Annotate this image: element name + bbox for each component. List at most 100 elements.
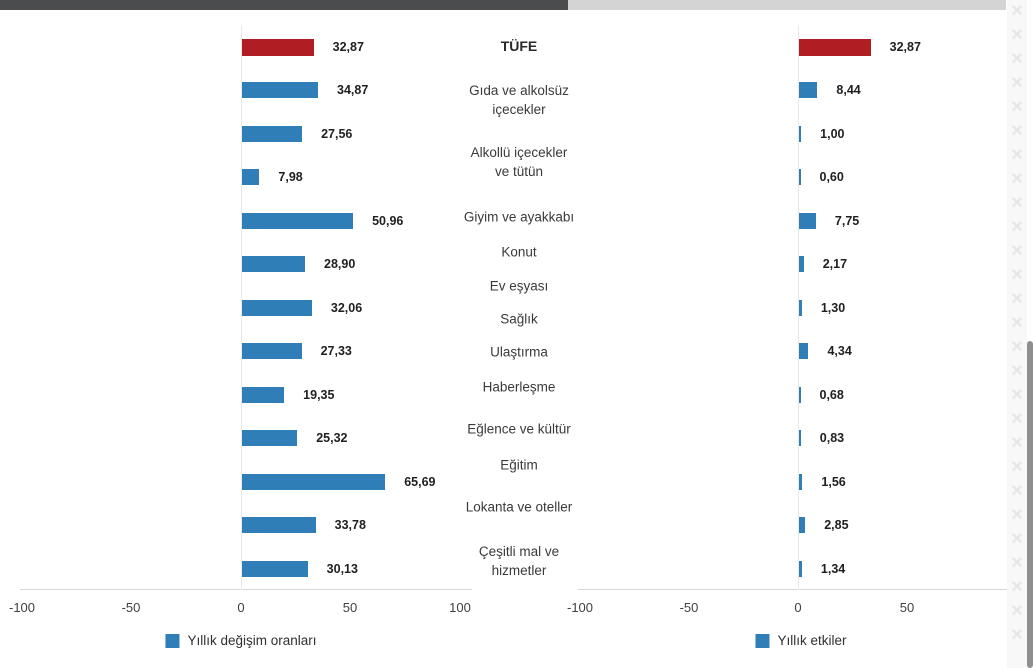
bar-value-label: 50,96: [372, 213, 404, 228]
bar-left-3[interactable]: [242, 169, 260, 186]
bar-right-2[interactable]: [799, 125, 802, 142]
bar-right-8[interactable]: [799, 386, 801, 403]
watermark-x-icon: ✕: [1010, 147, 1024, 164]
bar-value-label: 0,68: [819, 387, 844, 402]
category-label: Ulaştırma: [490, 344, 548, 360]
category-label: Haberleşme: [482, 379, 556, 395]
bar-right-9[interactable]: [799, 430, 801, 447]
category-label: Ev eşyası: [489, 278, 549, 294]
x-tick-label: -50: [121, 600, 141, 615]
x-tick-label: 0: [794, 600, 802, 615]
bar-right-12[interactable]: [799, 560, 802, 577]
bar-value-label: 25,32: [316, 431, 348, 446]
bar-right-5[interactable]: [799, 256, 804, 273]
bar-left-6[interactable]: [242, 299, 312, 316]
legend-right[interactable]: Yıllık etkiler: [755, 633, 847, 648]
bar-value-label: 30,13: [326, 561, 358, 576]
top-progress-bar-light: [568, 0, 1006, 10]
watermark-x-icon: ✕: [1010, 603, 1024, 620]
legend-swatch-icon: [755, 633, 770, 648]
category-label: TÜFE: [500, 38, 538, 55]
bar-value-label: 33,78: [334, 518, 366, 533]
watermark-x-icon: ✕: [1010, 435, 1024, 452]
watermark-x-icon: ✕: [1010, 339, 1024, 356]
category-label: Giyim ve ayakkabı: [463, 209, 575, 225]
watermark-x-icon: ✕: [1010, 219, 1024, 236]
bar-value-label: 34,87: [337, 83, 369, 98]
bar-right-11[interactable]: [799, 517, 806, 534]
bar-left-4[interactable]: [242, 212, 354, 229]
category-label: Konut: [501, 244, 537, 260]
bar-left-9[interactable]: [242, 430, 298, 447]
bar-value-label: 1,56: [821, 474, 846, 489]
watermark-x-icon: ✕: [1010, 171, 1024, 188]
category-label: Çeşitli mal ve hizmetler: [478, 543, 560, 578]
x-tick-label: 100: [449, 600, 471, 615]
bar-right-10[interactable]: [799, 473, 803, 490]
category-label: Eğlence ve kültür: [467, 421, 571, 437]
watermark-x-icon: ✕: [1010, 483, 1024, 500]
watermark-x-icon: ✕: [1010, 291, 1024, 308]
legend-swatch-icon: [165, 633, 180, 648]
bar-right-3[interactable]: [799, 169, 801, 186]
watermark-x-icon: ✕: [1010, 51, 1024, 68]
watermark-x-icon: ✕: [1010, 27, 1024, 44]
bar-left-12[interactable]: [242, 560, 308, 577]
bar-value-label: 1,30: [820, 300, 846, 315]
bar-right-0[interactable]: [799, 38, 871, 56]
category-label: Gıda ve alkolsüz içecekler: [469, 82, 569, 117]
watermark-x-icon: ✕: [1010, 99, 1024, 116]
bar-left-2[interactable]: [242, 125, 303, 142]
watermark-x-icon: ✕: [1010, 243, 1024, 260]
bar-left-10[interactable]: [242, 473, 386, 490]
watermark-x-icon: ✕: [1010, 195, 1024, 212]
category-label: Sağlık: [500, 311, 538, 327]
watermark-x-icon: ✕: [1010, 459, 1024, 476]
watermark-x-icon: ✕: [1010, 387, 1024, 404]
bar-right-1[interactable]: [799, 82, 818, 99]
vertical-scrollbar-thumb[interactable]: [1027, 341, 1033, 668]
bar-left-11[interactable]: [242, 517, 316, 534]
bar-value-label: 32,06: [330, 300, 363, 315]
legend-left-label: Yıllık değişim oranları: [187, 633, 317, 648]
bar-value-label: 8,44: [836, 83, 861, 98]
legend-left[interactable]: Yıllık değişim oranları: [165, 633, 317, 648]
bar-left-8[interactable]: [242, 386, 285, 403]
x-tick-label: 50: [899, 600, 915, 615]
watermark-x-icon: ✕: [1010, 627, 1024, 644]
bar-left-5[interactable]: [242, 256, 305, 273]
bar-right-7[interactable]: [799, 343, 809, 360]
watermark-x-icon: ✕: [1010, 3, 1024, 20]
watermark-x-icon: ✕: [1010, 411, 1024, 428]
x-tick-label: -100: [566, 600, 594, 615]
bar-left-1[interactable]: [242, 82, 319, 99]
watermark-x-icon: ✕: [1010, 363, 1024, 380]
bar-left-7[interactable]: [242, 343, 302, 360]
bar-value-label: 27,56: [321, 126, 353, 141]
bar-value-label: 65,69: [404, 474, 436, 489]
bar-left-0[interactable]: [242, 38, 314, 56]
bar-value-label: 32,87: [332, 40, 364, 54]
watermark-x-icon: ✕: [1010, 507, 1024, 524]
bar-value-label: 7,98: [278, 170, 303, 185]
watermark-x-icon: ✕: [1010, 315, 1024, 332]
bar-value-label: 0,60: [819, 170, 844, 185]
watermark-x-icon: ✕: [1010, 123, 1024, 140]
left-zero-gridline: [241, 25, 242, 590]
left-x-axis-line: [20, 589, 472, 590]
bar-right-4[interactable]: [799, 212, 816, 229]
legend-right-label: Yıllık etkiler: [777, 633, 847, 648]
x-tick-label: -50: [679, 600, 699, 615]
category-label: Alkollü içecekler ve tütün: [470, 144, 568, 179]
bar-right-6[interactable]: [799, 299, 802, 316]
bar-value-label: 0,83: [819, 431, 845, 446]
right-x-axis-line: [578, 589, 1020, 590]
bar-value-label: 27,33: [320, 344, 352, 359]
bar-value-label: 1,00: [820, 126, 845, 141]
bar-value-label: 7,75: [834, 213, 860, 228]
x-tick-label: -100: [8, 600, 36, 615]
edge-watermark-strip: ✕ ✕ ✕ ✕ ✕ ✕ ✕ ✕ ✕ ✕ ✕ ✕ ✕ ✕ ✕ ✕ ✕ ✕ ✕ ✕ ✕ ✕ ✕ ✕ ✕ ✕ ✕: [1007, 0, 1027, 668]
watermark-x-icon: ✕: [1010, 579, 1024, 596]
category-label: Lokanta ve oteller: [465, 499, 573, 515]
